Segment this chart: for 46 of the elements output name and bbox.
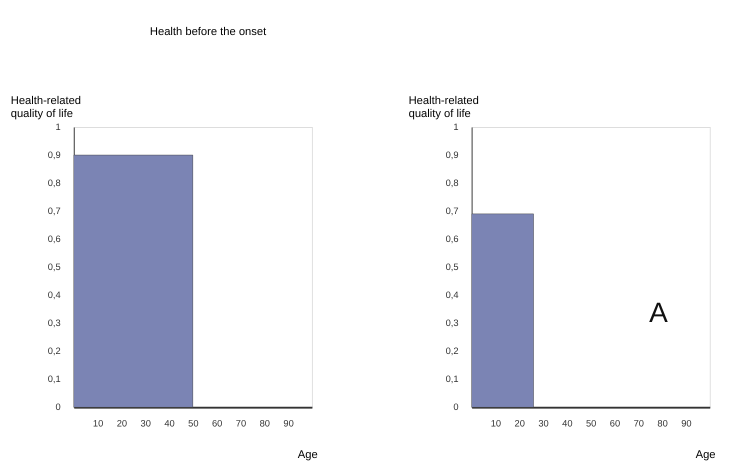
y-tick-label: 1: [453, 122, 459, 132]
y-tick-label: 1: [56, 122, 61, 132]
chart-title: Health before the onset: [150, 26, 268, 38]
x-tick-label: 80: [657, 418, 668, 428]
x-tick-label: 80: [260, 418, 270, 428]
y-tick-label: 0,8: [48, 178, 61, 188]
x-tick-label: 60: [610, 418, 620, 428]
x-tick-label: 10: [490, 418, 502, 428]
y-tick-label: 0,9: [446, 150, 459, 160]
y-tick-label: 0,5: [48, 262, 61, 272]
x-tick-label: 60: [212, 418, 222, 428]
y-tick-label: 0,3: [48, 318, 61, 328]
y-tick-label: 0,4: [48, 290, 61, 300]
x-tick-label: 70: [236, 418, 246, 428]
y-tick-label: 0: [453, 402, 459, 412]
y-tick-label: 0,8: [446, 178, 459, 188]
x-tick-label: 50: [586, 418, 596, 428]
x-tick-label: 70: [634, 418, 644, 428]
x-tick-label: 30: [538, 418, 549, 428]
x-tick-label: 90: [681, 418, 692, 428]
y-tick-label: 0,1: [446, 374, 459, 384]
x-axis-title: Age: [696, 449, 716, 462]
y-tick-label: 0,5: [446, 262, 459, 272]
x-tick-label: 40: [562, 418, 573, 428]
x-tick-label: 20: [116, 418, 128, 428]
x-tick-label: 40: [164, 418, 175, 428]
x-tick-label: 90: [283, 418, 294, 428]
y-tick-label: 0,7: [446, 206, 459, 216]
x-axis-title: Age: [298, 449, 318, 462]
y-axis-title: Health-related quality of life: [408, 95, 479, 120]
y-tick-label: 0,4: [446, 290, 459, 300]
annotation: A: [649, 297, 668, 328]
y-tick-label: 0,6: [48, 234, 61, 244]
y-tick-label: 0,9: [48, 150, 61, 160]
x-tick-label: 10: [92, 418, 104, 428]
x-tick-label: 20: [514, 418, 525, 428]
y-tick-label: 0,2: [48, 346, 61, 356]
x-tick-label: 30: [140, 418, 151, 428]
y-tick-label: 0: [56, 402, 61, 412]
y-tick-label: 0,7: [48, 206, 61, 216]
y-tick-label: 0,1: [48, 374, 61, 384]
y-axis-title: Health-related quality of life: [10, 95, 82, 120]
y-tick-label: 0,2: [446, 346, 459, 356]
y-tick-label: 0,6: [446, 234, 459, 244]
y-tick-label: 0,3: [446, 318, 459, 328]
x-tick-label: 50: [188, 418, 199, 428]
